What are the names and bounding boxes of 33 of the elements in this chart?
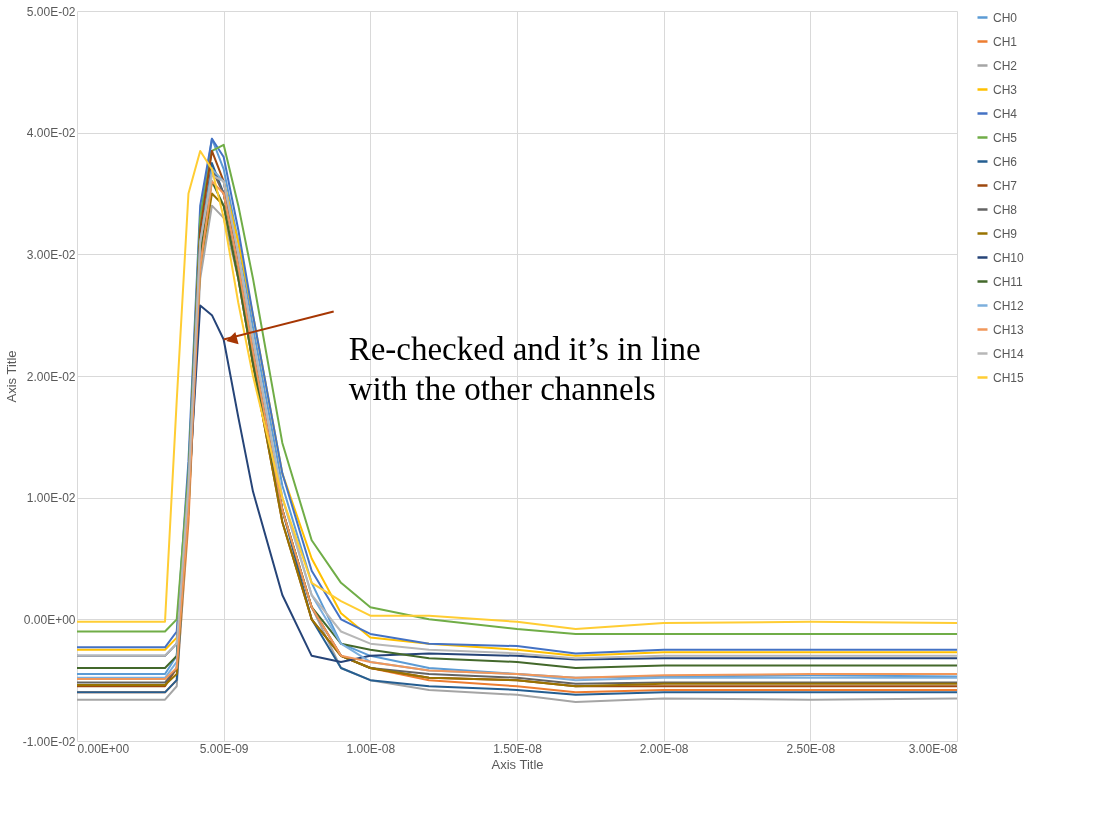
x-axis-title: Axis Title — [491, 756, 544, 772]
x-tick-label: 3.00E-08 — [908, 741, 958, 756]
y-tick-label: 5.00E-02 — [26, 4, 76, 19]
x-tick-label: 1.00E-08 — [346, 741, 396, 756]
x-tick-label: 1.50E-08 — [493, 741, 543, 756]
legend-label: CH3 — [993, 82, 1018, 97]
y-tick-label: 0.00E+00 — [23, 612, 76, 627]
legend-label: CH10 — [993, 250, 1025, 265]
x-tick-label: 2.50E-08 — [786, 741, 836, 756]
x-tick-label: 2.00E-08 — [639, 741, 689, 756]
legend-label: CH12 — [993, 298, 1025, 313]
legend-label: CH5 — [993, 130, 1018, 145]
legend-label: CH1 — [993, 34, 1018, 49]
legend-label: CH8 — [993, 202, 1018, 217]
y-tick-label: -1.00E-02 — [22, 734, 76, 749]
legend-label: CH4 — [993, 106, 1018, 121]
legend-label: CH13 — [993, 322, 1025, 337]
annotation: Re-checked and it’s in line with the other channels — [348, 330, 701, 407]
legend-label: CH2 — [993, 58, 1018, 73]
x-tick-label: 5.00E-09 — [199, 741, 249, 756]
y-tick-label: 1.00E-02 — [26, 491, 76, 506]
legend-label: CH6 — [993, 154, 1018, 169]
legend-label: CH9 — [993, 226, 1018, 241]
legend-label: CH0 — [993, 10, 1018, 25]
y-tick-label: 4.00E-02 — [26, 126, 76, 141]
y-tick-label: 2.00E-02 — [26, 369, 76, 384]
y-tick-label: 3.00E-02 — [26, 247, 76, 262]
legend-label: CH11 — [993, 274, 1024, 289]
legend-label: CH7 — [993, 178, 1018, 193]
legend-label: CH14 — [993, 346, 1025, 361]
x-tick-label: 0.00E+00 — [77, 741, 130, 756]
y-axis-title: Axis Title — [3, 350, 19, 403]
legend-label: CH15 — [993, 370, 1025, 385]
